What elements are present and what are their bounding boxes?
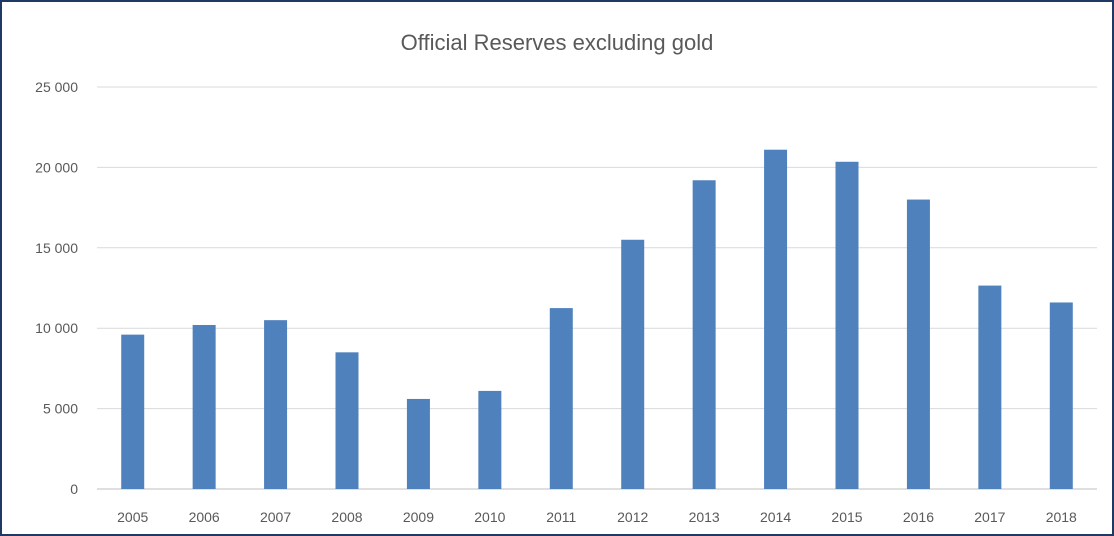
gridlines	[97, 86, 1097, 490]
y-tick-label: 15 000	[35, 240, 78, 256]
bar-2015	[835, 161, 859, 489]
bar-2005	[121, 334, 145, 489]
x-axis-tick-labels: 2005 2006 2007 2008 2009 2010 2011 2012 2013 2014…	[117, 509, 1077, 525]
x-tick-label: 2016	[903, 509, 934, 525]
x-tick-label: 2018	[1046, 509, 1077, 525]
x-tick-label: 2011	[546, 509, 576, 525]
bar-2010	[478, 390, 502, 489]
x-tick-label: 2007	[260, 509, 291, 525]
x-tick-label: 2017	[974, 509, 1005, 525]
x-tick-label: 2009	[403, 509, 434, 525]
chart-title: Official Reserves excluding gold	[400, 30, 714, 55]
bar-2006	[192, 324, 216, 489]
x-tick-label: 2014	[760, 509, 791, 525]
bar-2018	[1049, 302, 1073, 489]
bar-2009	[406, 398, 430, 489]
y-axis-tick-labels: 0 5 000 10 000 15 000 20 000 25 000	[35, 79, 78, 497]
y-tick-label: 20 000	[35, 159, 78, 175]
bars	[121, 149, 1073, 489]
bar-2008	[335, 352, 359, 489]
bar-2013	[692, 180, 716, 489]
bar-2011	[549, 308, 573, 489]
y-tick-label: 5 000	[43, 401, 78, 417]
bar-2017	[978, 285, 1002, 489]
bar-2014	[764, 149, 788, 489]
y-tick-label: 25 000	[35, 79, 78, 95]
x-tick-label: 2008	[331, 509, 362, 525]
y-tick-label: 0	[70, 481, 78, 497]
x-tick-label: 2006	[189, 509, 220, 525]
bar-2016	[906, 199, 930, 489]
y-tick-label: 10 000	[35, 320, 78, 336]
x-tick-label: 2015	[831, 509, 862, 525]
x-tick-label: 2005	[117, 509, 148, 525]
x-tick-label: 2013	[689, 509, 720, 525]
bar-2007	[264, 320, 288, 489]
x-tick-label: 2012	[617, 509, 648, 525]
x-tick-label: 2010	[474, 509, 505, 525]
bar-2012	[621, 239, 645, 489]
